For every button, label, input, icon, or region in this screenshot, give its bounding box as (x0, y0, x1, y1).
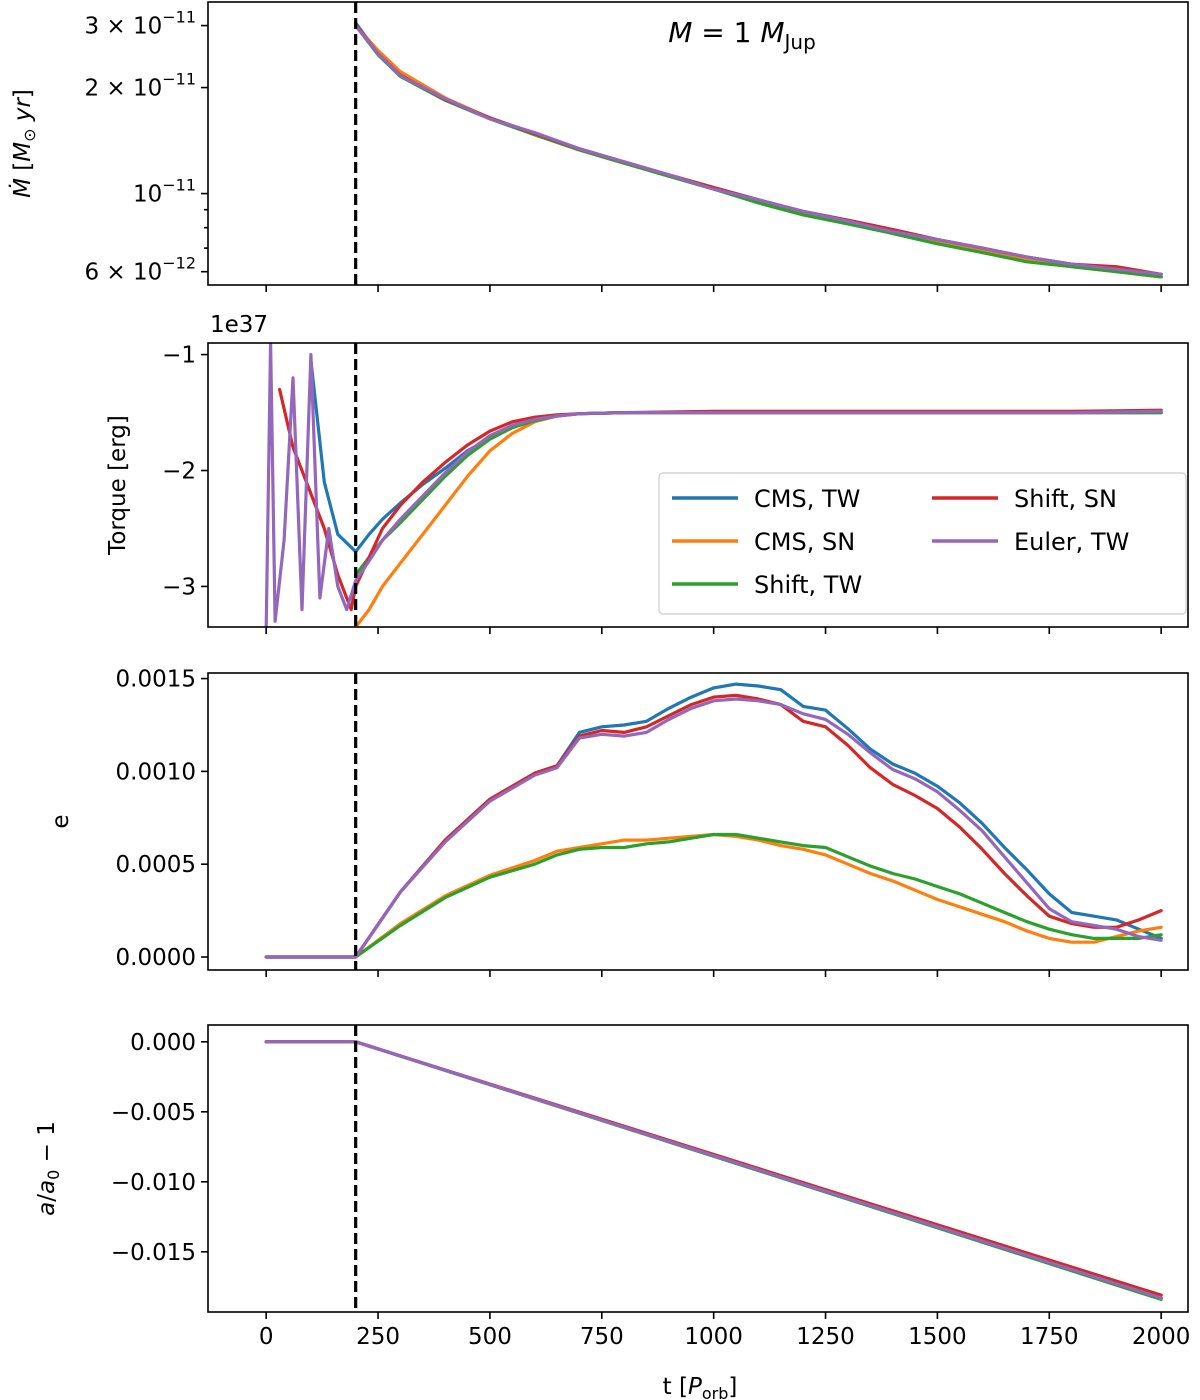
y-tick-label: −0.010 (111, 1170, 196, 1196)
y-axis-label: a/a0 − 1 (34, 1121, 63, 1216)
panel-mdot: 3 × 10−11 2 × 10−11 10−11 6 × 10−12 Ṁ [M⊙ yr… (8, 1, 1189, 292)
x-tick-label: 500 (468, 1324, 512, 1350)
y-tick-label: −2 (162, 459, 196, 485)
series-group (264, 682, 1163, 959)
axes-frame (207, 1024, 1189, 1313)
series-line-euler-tw (264, 697, 1163, 959)
y-offset-label: 1e37 (210, 312, 268, 338)
series-group (264, 1040, 1163, 1301)
y-tick-label: 0.0015 (116, 667, 196, 693)
y-axis-label: Torque [erg] (105, 415, 131, 556)
y-axis-label: e (48, 814, 74, 828)
legend-label-euler-tw: Euler, TW (1014, 528, 1129, 556)
series-line-cms-sn (264, 832, 1163, 959)
y-tick-label: −0.015 (111, 1240, 196, 1266)
y-tick-label: 0.0010 (116, 759, 196, 785)
x-tick-label: 1500 (908, 1324, 967, 1350)
series-line-cms-sn (264, 1040, 1163, 1300)
axes-frame (207, 672, 1189, 971)
x-tick-label: 1000 (684, 1324, 743, 1350)
y-tick-label: 0.0000 (116, 945, 196, 971)
series-line-euler-tw (264, 343, 1163, 627)
y-tick-label: −1 (162, 343, 196, 369)
panel-title: M = 1 MJup (668, 16, 816, 54)
y-tick-label: 6 × 10−12 (84, 254, 196, 286)
y-tick-label: 3 × 10−11 (84, 8, 196, 40)
x-tick-label: 750 (580, 1324, 624, 1350)
x-tick-label: 0 (259, 1324, 274, 1350)
series-line-shift-sn (354, 23, 1163, 276)
series-group (264, 343, 1163, 627)
axes-frame (207, 342, 1189, 628)
series-line-euler-tw (354, 24, 1163, 276)
y-tick-label: 2 × 10−11 (84, 70, 196, 102)
y-tick-label: 10−11 (133, 176, 196, 208)
panel-semimajor: 0.000 −0.005 −0.010 −0.015 a/a0 − 1 0 250 500 75… (34, 1024, 1191, 1400)
panel-torque: −1 −2 −3 Torque [erg] 1e37 CMS, TW CMS, SN Shif… (105, 312, 1189, 634)
legend-box (658, 472, 1187, 615)
axes-frame (207, 1, 1189, 286)
x-tick-label: 2000 (1132, 1324, 1191, 1350)
series-line-cms-tw (264, 1040, 1163, 1300)
series-line-euler-tw (264, 1040, 1163, 1300)
series-line-shift-tw (264, 832, 1163, 959)
legend-label-cms-sn: CMS, SN (754, 528, 855, 556)
x-tick-label: 1250 (796, 1324, 855, 1350)
panel-ecc: 0.0000 0.0005 0.0010 0.0015 e (48, 667, 1189, 977)
y-tick-label: −3 (162, 574, 196, 600)
x-tick-label: 1750 (1020, 1324, 1079, 1350)
x-tick-label: 250 (356, 1324, 400, 1350)
y-tick-label: 0.000 (130, 1030, 196, 1056)
series-line-cms-tw (264, 682, 1163, 959)
y-tick-label: −0.005 (111, 1100, 196, 1126)
y-axis-label: Ṁ [M⊙ yr] (8, 89, 39, 198)
legend-label-shift-tw: Shift, TW (754, 571, 862, 599)
y-tick-label: 0.0005 (116, 852, 196, 878)
legend-label-shift-sn: Shift, SN (1014, 485, 1117, 513)
legend: CMS, TW CMS, SN Shift, TW Shift, SN Euler, T… (658, 472, 1187, 615)
series-line-shift-sn (264, 693, 1163, 959)
x-axis-label: t [Porb] (663, 1374, 738, 1400)
series-group (354, 21, 1163, 279)
series-line-cms-sn (354, 24, 1163, 279)
series-line-shift-tw (264, 1040, 1163, 1301)
series-line-cms-tw (354, 21, 1163, 276)
legend-label-cms-tw: CMS, TW (754, 485, 860, 513)
series-line-shift-tw (354, 24, 1163, 279)
